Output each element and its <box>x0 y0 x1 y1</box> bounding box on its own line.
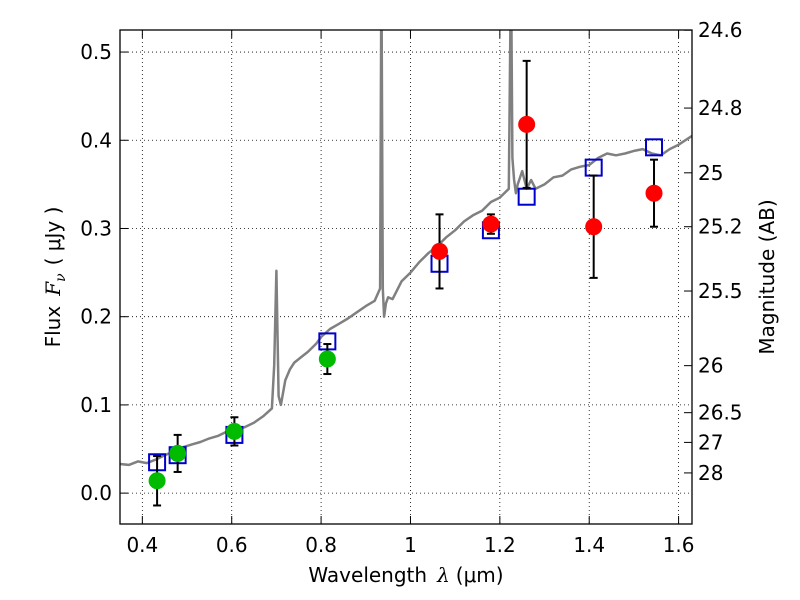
data-point <box>518 115 536 133</box>
y2-tick-label: 26.5 <box>698 401 743 425</box>
axis-ticks <box>120 29 692 524</box>
x-tick-labels: 0.4 0.6 0.8 1 1.2 1.4 1.6 <box>126 533 694 557</box>
x-tick-label: 1.6 <box>663 533 695 557</box>
y-tick-label: 0.1 <box>80 393 112 417</box>
x-tick-label: 0.8 <box>305 533 337 557</box>
y2-tick-labels: 24.6 24.8 25 25.2 25.5 26 26.5 27 28 <box>698 18 743 485</box>
y2-tick-label: 25.5 <box>698 279 743 303</box>
y2-tick-label: 25 <box>698 161 723 185</box>
data-layer <box>120 30 692 507</box>
y-tick-label: 0.3 <box>80 216 112 240</box>
y-tick-label: 0.0 <box>80 481 112 505</box>
y-axis-label: FluxFν( μJy ) <box>41 207 69 348</box>
data-point <box>431 242 449 260</box>
model-photometry-square <box>645 138 664 157</box>
y-tick-label: 0.5 <box>80 40 112 64</box>
y-tick-label: 0.2 <box>80 305 112 329</box>
x-tick-label: 0.6 <box>216 533 248 557</box>
x-tick-label: 1 <box>404 533 417 557</box>
x-tick-label: 1.2 <box>484 533 516 557</box>
data-point <box>169 444 187 462</box>
plot-frame <box>119 29 693 525</box>
y2-tick-label: 24.6 <box>698 18 743 42</box>
data-point <box>318 350 336 368</box>
data-point <box>585 218 603 236</box>
y2-axis-label: Magnitude (AB) <box>755 199 779 354</box>
data-point <box>482 215 500 233</box>
y2-tick-label: 28 <box>698 461 723 485</box>
data-point <box>645 184 663 202</box>
y-tick-label: 0.4 <box>80 128 112 152</box>
data-point <box>225 422 243 440</box>
y-tick-labels: 0.0 0.1 0.2 0.3 0.4 0.5 <box>80 40 112 505</box>
x-tick-label: 1.4 <box>573 533 605 557</box>
y2-tick-label: 24.8 <box>698 96 743 120</box>
x-axis-label: Wavelength λ (μm) <box>308 563 503 587</box>
y2-tick-label: 27 <box>698 430 723 454</box>
y2-tick-label: 26 <box>698 354 723 378</box>
data-point <box>148 472 166 490</box>
x-tick-label: 0.4 <box>126 533 158 557</box>
y2-tick-label: 25.2 <box>698 215 743 239</box>
